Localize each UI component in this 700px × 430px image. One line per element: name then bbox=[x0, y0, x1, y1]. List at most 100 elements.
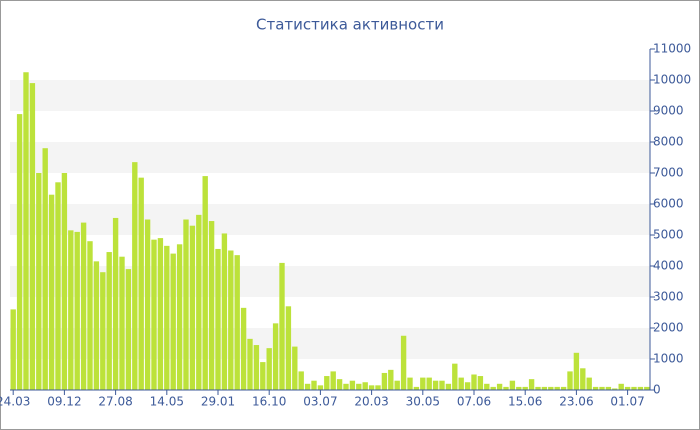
y-tick-label: 6000 bbox=[653, 197, 684, 211]
bar bbox=[496, 383, 503, 390]
bar bbox=[567, 371, 573, 390]
x-tick-label: 27.08 bbox=[98, 395, 132, 409]
bar bbox=[317, 385, 324, 390]
bar bbox=[528, 379, 535, 390]
bar bbox=[285, 306, 292, 390]
bar bbox=[637, 386, 644, 390]
bar bbox=[375, 385, 381, 390]
bar bbox=[618, 383, 624, 390]
bar bbox=[125, 269, 132, 390]
bar bbox=[400, 335, 407, 390]
bar bbox=[477, 376, 484, 390]
bar bbox=[612, 388, 618, 390]
bar bbox=[573, 352, 580, 390]
bar bbox=[349, 380, 356, 390]
bar bbox=[644, 386, 650, 390]
bar bbox=[74, 231, 80, 390]
grid-band bbox=[10, 266, 650, 297]
bar bbox=[490, 386, 496, 390]
bar bbox=[16, 114, 23, 390]
chart-title: Статистика активности bbox=[256, 16, 444, 34]
bar bbox=[240, 307, 247, 390]
bar bbox=[10, 309, 16, 390]
y-tick-label: 9000 bbox=[653, 104, 684, 118]
bar bbox=[61, 173, 68, 390]
x-tick-label: 24.03 bbox=[0, 395, 30, 409]
bar bbox=[548, 386, 554, 390]
bar bbox=[368, 385, 375, 390]
bar bbox=[292, 346, 298, 390]
bar bbox=[624, 386, 631, 390]
bar bbox=[580, 368, 586, 390]
bar bbox=[48, 194, 55, 390]
bar bbox=[55, 182, 61, 390]
y-tick-label: 5000 bbox=[653, 228, 684, 242]
y-tick-label: 4000 bbox=[653, 259, 684, 273]
y-tick-label: 7000 bbox=[653, 166, 684, 180]
grid-band bbox=[10, 204, 650, 235]
bar bbox=[362, 382, 368, 390]
bar bbox=[189, 225, 196, 390]
bar bbox=[208, 221, 215, 390]
bar bbox=[164, 245, 170, 390]
x-tick-label: 07.06 bbox=[457, 395, 491, 409]
bar bbox=[535, 386, 541, 390]
bar bbox=[260, 362, 266, 390]
bar bbox=[138, 177, 144, 390]
bar bbox=[253, 345, 260, 390]
bar bbox=[68, 230, 74, 390]
bar bbox=[29, 83, 36, 390]
bar bbox=[221, 233, 228, 390]
bar bbox=[215, 248, 221, 390]
bar bbox=[592, 386, 599, 390]
y-tick-label: 10000 bbox=[653, 73, 691, 87]
bar bbox=[196, 214, 202, 390]
bar bbox=[304, 383, 311, 390]
bar bbox=[112, 217, 119, 390]
x-tick-label: 16.10 bbox=[252, 395, 286, 409]
bar bbox=[509, 380, 516, 390]
x-tick-label: 29.01 bbox=[201, 395, 235, 409]
bar bbox=[452, 363, 458, 390]
bar bbox=[324, 376, 330, 390]
bar bbox=[439, 380, 445, 390]
bar bbox=[119, 256, 125, 390]
bar bbox=[343, 383, 349, 390]
bar bbox=[87, 241, 93, 390]
bar bbox=[522, 386, 528, 390]
bar bbox=[36, 173, 42, 390]
bar bbox=[541, 386, 548, 390]
x-tick-label: 30.05 bbox=[406, 395, 440, 409]
bar bbox=[605, 386, 612, 390]
x-tick-label: 03.07 bbox=[303, 395, 337, 409]
bar bbox=[516, 386, 522, 390]
bar bbox=[599, 386, 605, 390]
x-tick-label: 01.07 bbox=[610, 395, 644, 409]
bar bbox=[445, 383, 452, 390]
bar bbox=[413, 386, 420, 390]
bar bbox=[330, 371, 336, 390]
bar bbox=[426, 377, 432, 390]
x-tick-label: 14.05 bbox=[150, 395, 184, 409]
bar bbox=[458, 377, 464, 390]
bar bbox=[176, 244, 183, 390]
y-tick-label: 2000 bbox=[653, 321, 684, 335]
bar bbox=[132, 162, 138, 390]
bar bbox=[100, 272, 106, 390]
bar bbox=[202, 176, 208, 390]
bar bbox=[560, 386, 567, 390]
bar bbox=[356, 383, 362, 390]
bar bbox=[298, 371, 304, 390]
bar bbox=[388, 369, 394, 390]
bar bbox=[279, 262, 285, 390]
x-tick-label: 09.12 bbox=[47, 395, 81, 409]
bar bbox=[631, 386, 637, 390]
bar bbox=[464, 382, 471, 390]
bar bbox=[151, 239, 157, 390]
y-tick-label: 11000 bbox=[653, 42, 691, 56]
bar bbox=[311, 380, 317, 390]
y-tick-label: 1000 bbox=[653, 352, 684, 366]
bar bbox=[394, 380, 400, 390]
y-tick-label: 8000 bbox=[653, 135, 684, 149]
